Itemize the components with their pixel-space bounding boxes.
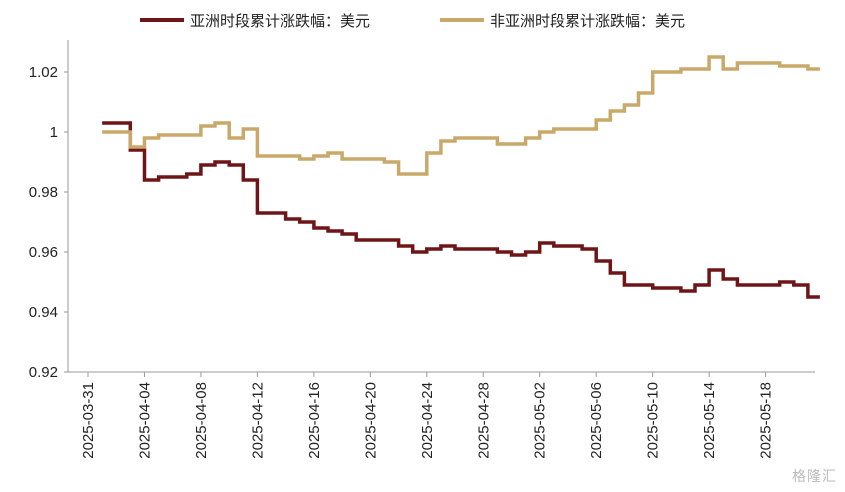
x-tick-label: 2025-04-20: [362, 382, 379, 459]
x-axis: 2025-03-31 2025-04-04 2025-04-08 2025-04-12…: [68, 371, 815, 459]
y-tick-label: 0.94: [29, 304, 58, 321]
x-tick-label: 2025-05-02: [532, 382, 549, 459]
y-tick-label: 1: [50, 124, 58, 141]
y-tick-label: 1.02: [29, 64, 58, 81]
x-tick-label: 2025-05-14: [701, 382, 718, 459]
y-tick-label: 0.98: [29, 184, 58, 201]
series-line-1: [102, 121, 820, 299]
y-tick-label: 0.96: [29, 244, 58, 261]
x-tick-label: 2025-04-24: [419, 382, 436, 459]
y-tick-label: 0.92: [29, 364, 58, 381]
x-tick-label: 2025-05-10: [645, 382, 662, 459]
series-line-2: [102, 55, 820, 176]
x-tick-label: 2025-05-06: [588, 382, 605, 459]
x-tick-label: 2025-04-12: [249, 382, 266, 459]
x-tick-label: 2025-04-28: [475, 382, 492, 459]
y-axis: 1.02 1 0.98 0.96 0.94 0.92: [29, 40, 69, 381]
legend: 亚洲时段累计涨跌幅：美元 非亚洲时段累计涨跌幅：美元: [140, 12, 685, 30]
series-lines: [102, 55, 820, 299]
x-tick-label: 2025-03-31: [80, 382, 97, 459]
x-tick-label: 2025-04-04: [136, 382, 153, 459]
x-tick-label: 2025-05-18: [758, 382, 775, 459]
watermark-logo: 格隆汇: [792, 469, 837, 485]
x-tick-label: 2025-04-16: [306, 382, 323, 459]
legend-label-2: 非亚洲时段累计涨跌幅：美元: [490, 12, 685, 30]
x-tick-label: 2025-04-08: [193, 382, 210, 459]
legend-label-1: 亚洲时段累计涨跌幅：美元: [190, 12, 370, 30]
